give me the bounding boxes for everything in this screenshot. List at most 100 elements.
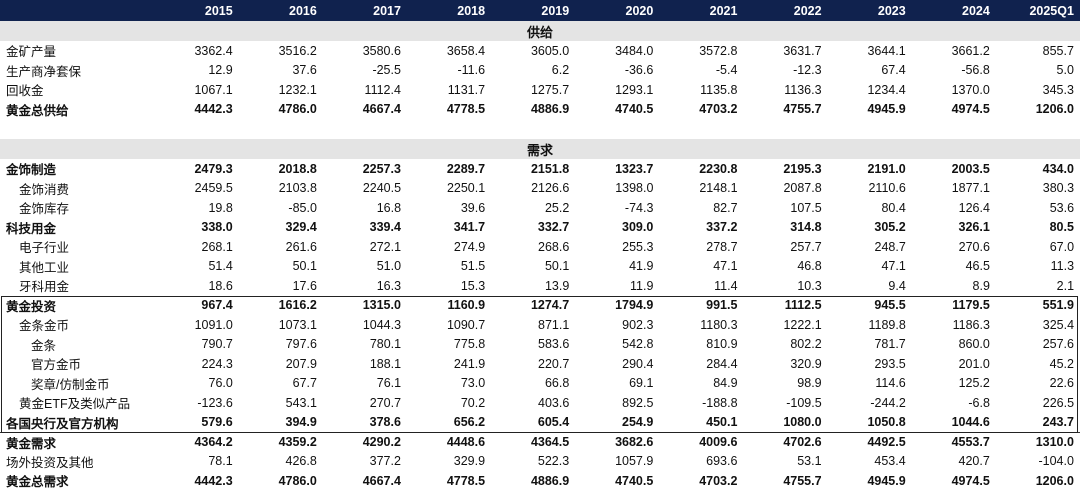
value-cell: 2110.6 xyxy=(868,181,906,196)
table-row: 金饰库存 19.8 -85.0 16.8 39.6 25.2 -74.3 82.7 107.5 8… xyxy=(0,198,1080,218)
value-cell: 47.1 xyxy=(713,259,738,274)
value-cell: 1050.8 xyxy=(867,415,906,430)
value-cell: 543.1 xyxy=(285,395,317,410)
value-cell: 243.7 xyxy=(1042,415,1074,430)
value-cell: 1877.1 xyxy=(951,181,990,196)
value-cell: 605.4 xyxy=(537,415,570,430)
value-cell: 284.4 xyxy=(706,356,738,371)
value-cell: 991.5 xyxy=(706,298,738,313)
value-cell: 1080.0 xyxy=(783,415,822,430)
value-cell: 450.1 xyxy=(706,415,738,430)
value-cell: 254.9 xyxy=(622,415,654,430)
value-cell: 320.9 xyxy=(790,356,822,371)
year-header-cell: 2018 xyxy=(457,3,486,18)
value-cell: 902.3 xyxy=(622,317,654,332)
value-cell: 76.1 xyxy=(376,376,402,391)
value-cell: 290.4 xyxy=(622,356,654,371)
value-cell: 1398.0 xyxy=(615,181,654,196)
value-cell: 257.6 xyxy=(1042,337,1074,352)
value-cell: 4740.5 xyxy=(615,102,654,117)
value-cell: 13.9 xyxy=(544,278,570,293)
value-cell: 2126.6 xyxy=(531,181,570,196)
value-cell: 4974.5 xyxy=(951,102,990,117)
value-cell: 1067.1 xyxy=(194,82,233,97)
value-cell: 4886.9 xyxy=(530,473,570,488)
value-cell: 377.2 xyxy=(369,454,401,469)
value-cell: 945.5 xyxy=(874,298,906,313)
value-cell: 3644.1 xyxy=(867,43,906,58)
row-label: 金条 xyxy=(31,338,57,353)
section-header-demand: 需求 xyxy=(0,139,1080,159)
value-cell: 255.3 xyxy=(622,239,654,254)
value-cell: 53.1 xyxy=(797,454,822,469)
table-row: 黄金投资 967.4 1616.2 1315.0 1160.9 1274.7 1794.9 9… xyxy=(0,296,1080,316)
value-cell: 45.2 xyxy=(1049,356,1074,371)
value-cell: 207.9 xyxy=(285,356,317,371)
value-cell: 201.0 xyxy=(958,356,990,371)
table-row: 场外投资及其他 78.1 426.8 377.2 329.9 522.3 1057.9 693… xyxy=(0,452,1080,472)
value-cell: 270.6 xyxy=(958,239,990,254)
value-cell: 241.9 xyxy=(453,356,486,371)
value-cell: 583.6 xyxy=(538,337,570,352)
table-row: 科技用金 338.0 329.4 339.4 341.7 332.7 309.0 337.2 3… xyxy=(0,218,1080,238)
value-cell: 4974.5 xyxy=(951,473,990,488)
value-cell: 82.7 xyxy=(713,200,738,215)
value-cell: 579.6 xyxy=(201,415,233,430)
row-label: 黄金需求 xyxy=(6,436,57,451)
value-cell: 345.3 xyxy=(1042,82,1074,97)
value-cell: -6.8 xyxy=(968,395,990,410)
value-cell: 270.7 xyxy=(369,395,402,410)
row-label: 其他工业 xyxy=(19,260,70,275)
value-cell: 1275.7 xyxy=(530,82,570,97)
value-cell: 453.4 xyxy=(874,454,906,469)
row-label: 金饰制造 xyxy=(6,163,57,178)
value-cell: 15.3 xyxy=(460,278,486,293)
table-row: 黄金需求 4364.2 4359.2 4290.2 4448.6 4364.5 3682.6… xyxy=(0,432,1080,452)
year-header-cell: 2015 xyxy=(204,3,233,18)
value-cell: 3658.4 xyxy=(446,43,486,58)
value-cell: 1616.2 xyxy=(278,298,317,313)
value-cell: 403.6 xyxy=(538,395,570,410)
table-row: 黄金总供给 4442.3 4786.0 4667.4 4778.5 4886.9 4740.… xyxy=(0,100,1080,120)
value-cell: 1186.3 xyxy=(952,317,990,332)
row-label: 科技用金 xyxy=(6,221,57,236)
value-cell: 25.2 xyxy=(544,200,570,215)
value-cell: 1206.0 xyxy=(1035,473,1074,488)
value-cell: 2195.3 xyxy=(783,161,822,176)
value-cell: -109.5 xyxy=(786,395,822,410)
value-cell: 80.4 xyxy=(881,200,906,215)
value-cell: 114.6 xyxy=(875,376,906,391)
value-cell: 325.4 xyxy=(1042,317,1075,332)
value-cell: -85.0 xyxy=(288,200,317,215)
value-cell: 1091.0 xyxy=(194,317,233,332)
value-cell: 420.7 xyxy=(958,454,990,469)
value-cell: 3516.2 xyxy=(278,43,317,58)
value-cell: 1057.9 xyxy=(615,454,654,469)
value-cell: 1131.7 xyxy=(447,82,486,97)
value-cell: 434.0 xyxy=(1042,161,1074,176)
value-cell: 1232.1 xyxy=(278,82,317,97)
value-cell: 2018.8 xyxy=(278,161,317,176)
value-cell: 775.8 xyxy=(453,337,486,352)
value-cell: 4786.0 xyxy=(278,102,317,117)
year-header-cell: 2020 xyxy=(625,3,654,18)
table-row: 各国央行及官方机构 579.6 394.9 378.6 656.2 605.4 254.9 4… xyxy=(0,413,1080,433)
value-cell: 125.2 xyxy=(958,376,990,391)
row-label: 牙科用金 xyxy=(19,280,70,295)
value-cell: 66.8 xyxy=(544,376,570,391)
year-header-cell: 2022 xyxy=(793,3,822,18)
value-cell: -104.0 xyxy=(1038,454,1074,469)
value-cell: 18.6 xyxy=(208,278,233,293)
value-cell: 47.1 xyxy=(881,259,906,274)
value-cell: 522.3 xyxy=(537,454,570,469)
value-cell: 329.4 xyxy=(285,220,317,235)
value-cell: 3661.2 xyxy=(951,43,990,58)
value-cell: 967.4 xyxy=(201,298,233,313)
value-cell: -188.8 xyxy=(702,395,738,410)
value-cell: 305.2 xyxy=(874,220,906,235)
table-row: 官方金币 224.3 207.9 188.1 241.9 220.7 290.4 284.4 3… xyxy=(0,354,1080,374)
value-cell: 1044.6 xyxy=(951,415,990,430)
value-cell: 326.1 xyxy=(958,220,990,235)
year-header-cell: 2017 xyxy=(373,3,401,18)
row-label: 金矿产量 xyxy=(6,45,57,60)
